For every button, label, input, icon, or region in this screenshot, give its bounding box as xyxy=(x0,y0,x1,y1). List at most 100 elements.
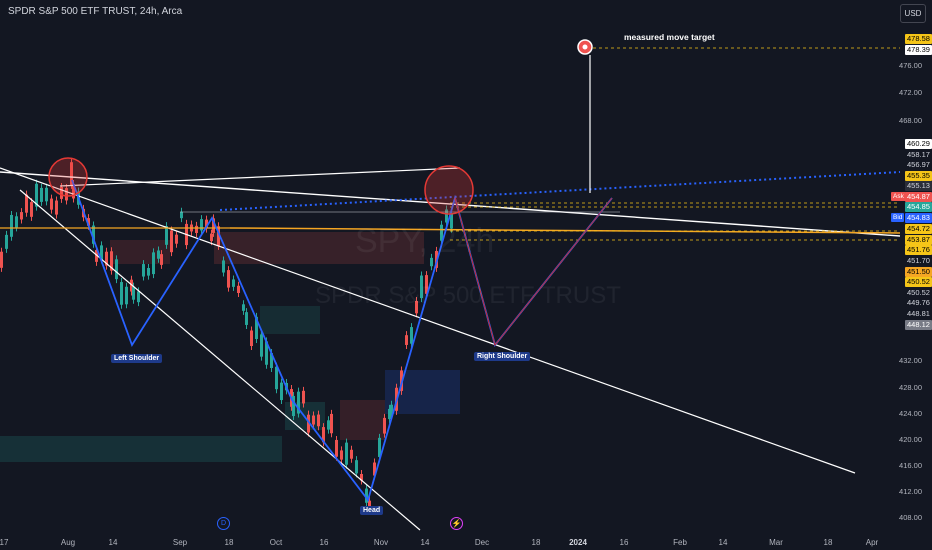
candle-body xyxy=(368,500,371,509)
candle-body xyxy=(345,442,348,465)
candle-body xyxy=(250,330,253,347)
price-tag: 460.29 xyxy=(905,139,932,149)
dividend-icon[interactable]: D xyxy=(217,517,230,530)
candle-body xyxy=(130,279,133,292)
candle-body xyxy=(170,230,173,253)
candle-body xyxy=(120,282,123,305)
price-tag: 456.97 xyxy=(905,160,932,170)
head-label: Head xyxy=(360,506,384,515)
candle-body xyxy=(327,420,330,430)
bid-label: Bid xyxy=(891,213,905,222)
time-tick: 18 xyxy=(224,538,234,547)
candle-body xyxy=(312,415,315,425)
price-tag: 450.52 xyxy=(905,277,932,287)
candle-body xyxy=(373,462,376,476)
candle-body xyxy=(350,449,353,459)
candle-body xyxy=(420,275,423,299)
price-tick: 424.00 xyxy=(899,409,922,418)
candle-body xyxy=(260,334,263,357)
candle-body xyxy=(110,251,113,271)
candle-body xyxy=(125,286,128,305)
candle-body xyxy=(205,219,208,229)
time-tick: Feb xyxy=(673,538,687,547)
candle-body xyxy=(242,304,245,311)
price-tick: 468.00 xyxy=(899,116,922,125)
candle-body xyxy=(237,285,240,293)
candle-body xyxy=(222,260,225,273)
price-tick: 476.00 xyxy=(899,61,922,70)
candle-body xyxy=(255,316,258,339)
candle-body xyxy=(410,327,413,344)
candle-body xyxy=(132,286,135,300)
candle-body xyxy=(20,212,23,220)
candle-body xyxy=(330,413,333,434)
candle-body xyxy=(165,226,168,245)
target-label: measured move target xyxy=(624,32,715,42)
candle-body xyxy=(0,251,3,268)
price-tag: 454.83 xyxy=(905,213,932,223)
candle-body xyxy=(292,395,295,417)
candle-body xyxy=(55,200,58,215)
time-tick: 14 xyxy=(108,538,118,547)
time-tick: 16 xyxy=(319,538,329,547)
candle-body xyxy=(355,460,358,474)
time-tick: 14 xyxy=(420,538,430,547)
candle-body xyxy=(445,209,448,223)
time-tick: 18 xyxy=(531,538,541,547)
right-shoulder-label: Right Shoulder xyxy=(474,352,531,361)
candle-body xyxy=(65,188,68,201)
candle-body xyxy=(210,233,213,242)
earnings-icon[interactable]: ⚡ xyxy=(450,517,463,530)
candle-body xyxy=(72,183,75,199)
drawing-tools[interactable] xyxy=(0,39,901,531)
price-tag: 458.17 xyxy=(905,150,932,160)
candle-body xyxy=(232,279,235,287)
time-tick: 18 xyxy=(823,538,833,547)
candle-body xyxy=(87,218,90,226)
time-tick: Oct xyxy=(269,538,283,547)
candle-body xyxy=(425,275,428,294)
ask-label: Ask xyxy=(891,192,906,201)
candle-body xyxy=(152,252,155,275)
candle-body xyxy=(275,366,278,390)
candle-body xyxy=(50,198,53,210)
time-tick: 2024 xyxy=(569,538,587,547)
currency-button[interactable]: USD xyxy=(900,4,926,23)
price-tag: 451.70 xyxy=(905,256,932,266)
candle-body xyxy=(383,417,386,434)
price-tick: 408.00 xyxy=(899,513,922,522)
candle-body xyxy=(302,390,305,404)
candle-body xyxy=(45,187,48,202)
candle-body xyxy=(317,414,320,427)
watermark-symbol: SPY, 24h xyxy=(355,222,495,260)
price-tag: 451.76 xyxy=(905,245,932,255)
price-tick: 412.00 xyxy=(899,487,922,496)
candle-body xyxy=(137,291,140,303)
price-tick: 428.00 xyxy=(899,383,922,392)
price-tag: 478.58 xyxy=(905,34,932,44)
time-tick: 14 xyxy=(718,538,728,547)
time-tick: Aug xyxy=(60,538,76,547)
price-tag: 454.85 xyxy=(905,202,932,212)
price-tag: 478.39 xyxy=(905,45,932,55)
candle-body xyxy=(40,187,43,202)
price-tag: 453.87 xyxy=(905,235,932,245)
candle-body xyxy=(70,162,73,185)
candle-body xyxy=(415,300,418,314)
price-tag: 454.72 xyxy=(905,224,932,234)
candle-body xyxy=(10,214,13,237)
candle-body xyxy=(5,234,8,249)
candle-body xyxy=(212,218,215,233)
candle-body xyxy=(25,194,28,213)
candle-body xyxy=(270,353,273,369)
chart-title: SPDR S&P 500 ETF TRUST, 24h, Arca xyxy=(8,6,183,17)
candle-body xyxy=(115,259,118,280)
candle-body xyxy=(335,439,338,457)
price-tick: 420.00 xyxy=(899,435,922,444)
candle-body xyxy=(388,408,391,420)
candlesticks xyxy=(0,158,453,513)
watermark-name: SPDR S&P 500 ETF TRUST xyxy=(315,282,621,309)
time-tick: Dec xyxy=(474,538,490,547)
left-shoulder-label: Left Shoulder xyxy=(111,354,163,363)
